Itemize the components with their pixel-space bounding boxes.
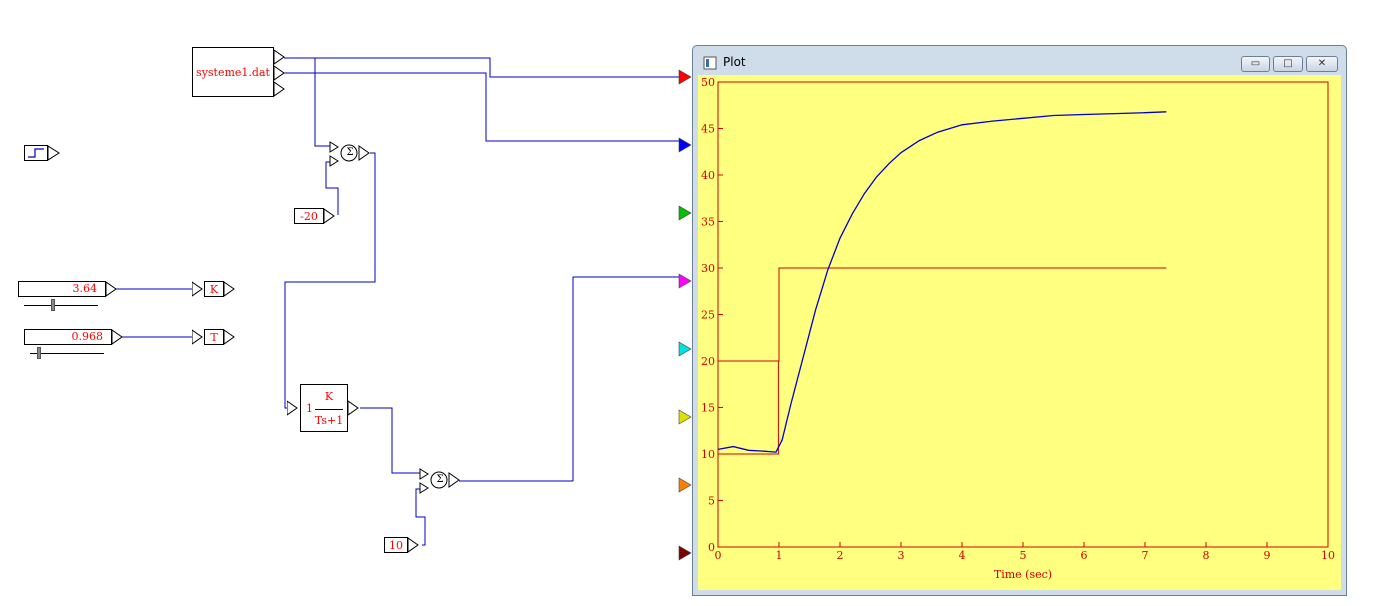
x-tick-label: 1 [776,549,783,562]
tf-fraction-bar [315,409,343,410]
gain-t-ports [192,329,235,345]
wires [116,57,680,546]
tf-output-port [348,400,359,416]
y-tick-label: 30 [701,262,715,275]
slider-k-thumb[interactable] [51,299,55,311]
x-tick-label: 4 [959,549,966,562]
maximize-button[interactable]: □ [1273,56,1303,72]
slider-t-thumb[interactable] [37,347,41,359]
plot-window-title: Plot [723,55,746,69]
gain-k-ports [192,281,235,297]
slider-k-value[interactable]: 3.64 [18,281,106,297]
x-tick-label: 3 [898,549,905,562]
file-output-ports [274,49,285,97]
scope-input-port[interactable] [678,545,692,561]
file-block-label: systeme1.dat [196,66,270,79]
constant-minus20-block[interactable]: -20 [294,208,324,224]
gain-k-label: K [209,283,219,296]
x-tick-label: 8 [1203,549,1210,562]
tf-input-port [287,400,298,416]
constant-10-label: 10 [389,539,403,552]
x-tick-label: 7 [1142,549,1149,562]
transfer-function-block[interactable]: 1 K Ts+1 [300,384,348,432]
tf-numerator: K [324,390,334,403]
y-tick-label: 50 [701,76,715,89]
close-button[interactable]: ✕ [1306,56,1338,72]
y-tick-label: 20 [701,355,715,368]
series-line [717,111,1167,453]
x-tick-label: 9 [1264,549,1271,562]
minimize-button[interactable]: ▭ [1241,56,1270,72]
step-icon [28,148,44,158]
tf-denominator: Ts+1 [314,414,344,427]
plot-frame [717,81,1329,548]
scope-input-port[interactable] [678,273,692,289]
constant-minus20-label: -20 [300,210,318,223]
sum-symbol-1: Σ [346,147,354,158]
sum-symbol-2: Σ [436,474,444,485]
slider-k-track[interactable] [24,305,98,306]
y-tick-label: 45 [701,123,715,136]
slider-t-port [112,329,123,345]
x-tick-label: 10 [1321,549,1335,562]
scope-input-port[interactable] [678,69,692,85]
scope-input-port[interactable] [678,341,692,357]
y-tick-label: 40 [701,169,715,182]
slider-t-track[interactable] [30,353,104,354]
step-source-block[interactable] [24,145,48,161]
scope-input-port[interactable] [678,409,692,425]
y-tick-label: 25 [701,309,715,322]
x-tick-label: 5 [1020,549,1027,562]
x-tick-label: 2 [837,549,844,562]
y-tick-label: 0 [708,541,715,554]
y-tick-label: 35 [701,216,715,229]
plot-window[interactable]: Plot ▭ □ ✕ 0 1 2 3 4 5 6 7 8 9 10 0 5 10 15 20 25 30 35 40 4… [692,45,1347,596]
step-output-port [48,145,60,161]
y-tick-label: 5 [708,495,715,508]
x-axis-label: Time (sec) [994,568,1052,581]
plot-window-icon [703,56,717,70]
plot-area: 0 1 2 3 4 5 6 7 8 9 10 0 5 10 15 20 25 30 35 40 45 50 Time (se… [698,75,1341,590]
gain-t-label: T [210,331,218,344]
sum-block-1[interactable] [328,140,372,168]
slider-t-value[interactable]: 0.968 [24,329,112,345]
x-tick-label: 0 [715,549,722,562]
scope-input-port[interactable] [678,137,692,153]
y-tick-label: 10 [701,448,715,461]
slider-k-port [106,281,117,297]
sum-block-2[interactable] [418,467,462,495]
tf-prefix: 1 [306,402,313,415]
x-tick-label: 6 [1081,549,1088,562]
scope-input-port[interactable] [678,205,692,221]
constant-10-port [408,537,419,553]
constant-minus20-port [324,208,335,224]
file-block[interactable]: systeme1.dat [192,47,274,97]
y-tick-label: 15 [701,402,715,415]
scope-input-ports[interactable] [678,66,694,562]
constant-10-block[interactable]: 10 [384,537,408,553]
scope-input-port[interactable] [678,477,692,493]
